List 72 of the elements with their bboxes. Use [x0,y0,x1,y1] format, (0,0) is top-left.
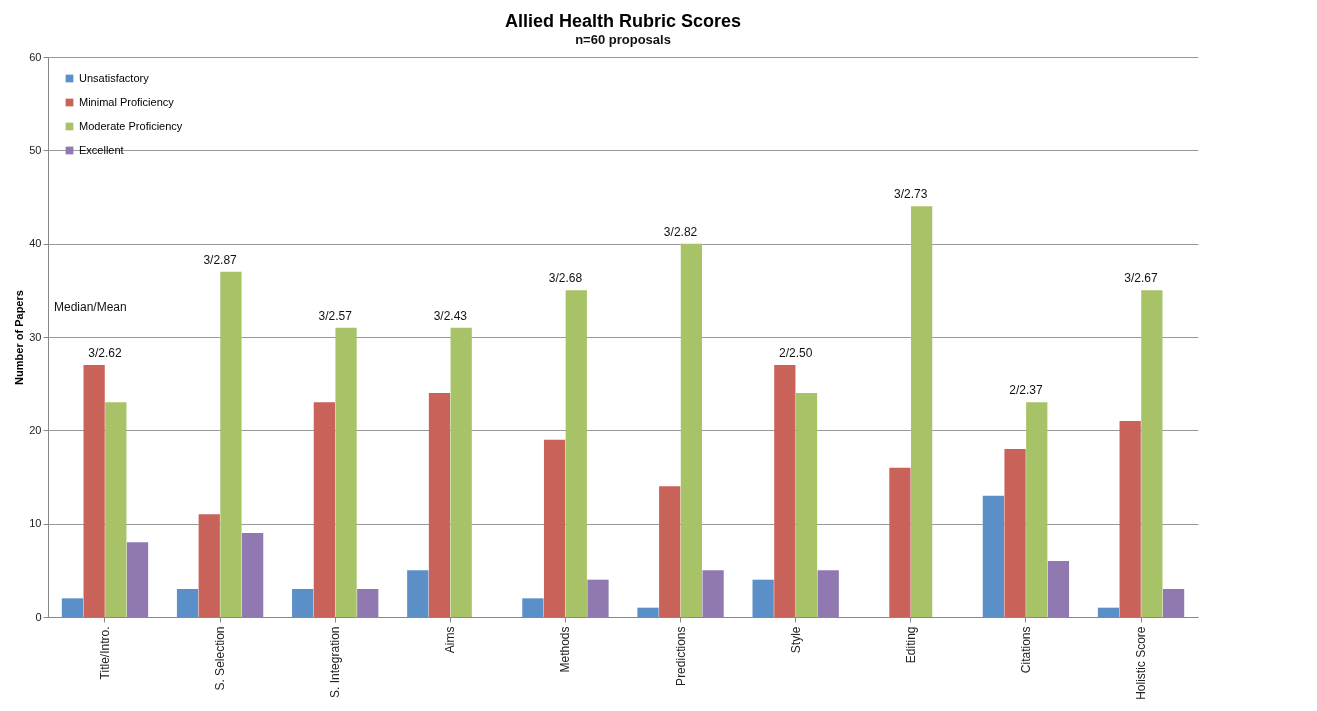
bar [982,495,1004,617]
x-tick-label: Citations [1018,626,1033,674]
bar [105,402,127,617]
y-tick-label: 0 [35,610,42,623]
bar [911,206,933,617]
bar [357,589,379,617]
bar [1004,449,1026,617]
legend-label: Excellent [79,143,124,156]
bar [83,365,105,617]
bar [1026,402,1048,617]
annotation: 3/2.57 [318,308,353,323]
annotation: 3/2.43 [433,308,468,323]
bar [659,486,681,617]
y-tick-label: 40 [29,237,42,250]
x-tick-label: Predictions [673,626,688,686]
bar [450,327,472,617]
bar [587,579,609,617]
annotation: 2/2.37 [1009,383,1043,398]
annotation: 3/2.82 [663,224,698,239]
x-tick-label: Title/Intro. [97,626,112,680]
x-tick-label: Editing [903,626,918,664]
bar [752,579,774,617]
chart-title: Allied Health Rubric Scores [504,11,742,31]
legend-label: Moderate Proficiency [79,119,183,132]
bar [1097,607,1120,617]
annotation: Median/Mean [54,300,127,314]
bar [428,393,451,617]
x-tick-label: Style [788,626,803,654]
x-tick-label: Aims [443,626,458,654]
y-tick-label: 20 [29,423,42,436]
x-tick-label: S. Selection [213,626,228,691]
y-axis-title: Number of Papers [13,290,26,385]
annotation: 3/2.67 [1124,271,1159,286]
annotation: 3/2.62 [88,346,122,360]
bar [637,607,659,617]
bar [680,243,703,617]
bar [1047,561,1070,617]
annotation: 3/2.68 [548,271,583,286]
bar [1119,421,1141,617]
bar [774,365,796,617]
bar [61,598,84,617]
bar [242,533,264,617]
bar [565,290,587,617]
x-tick-label: Holistic Score [1134,626,1149,700]
x-tick-label: Methods [558,626,573,673]
chart-subtitle: n=60 proposals [575,32,671,47]
y-tick-label: 60 [29,50,42,63]
y-tick-label: 30 [29,330,42,343]
bar [543,439,566,617]
bar [702,570,724,617]
y-tick-label: 50 [29,143,42,156]
bar [292,589,314,617]
x-tick-label: S. Integration [328,626,343,698]
bar [198,514,220,617]
annotation: 3/2.73 [894,187,928,202]
bar [522,598,544,617]
bar [407,570,429,617]
annotation: 3/2.87 [203,252,238,267]
bar [817,570,839,617]
bar [126,542,149,617]
bar [1141,290,1163,617]
bar [335,327,357,617]
bar [220,271,242,617]
bar [176,589,199,617]
bar [313,402,335,617]
annotation: 2/2.50 [778,346,813,360]
bar [795,393,818,617]
y-tick-label: 10 [29,517,42,530]
bar [889,467,911,617]
legend-label: Unsatisfactory [79,71,150,84]
bar [1162,589,1185,617]
legend-label: Minimal Proficiency [79,95,175,108]
